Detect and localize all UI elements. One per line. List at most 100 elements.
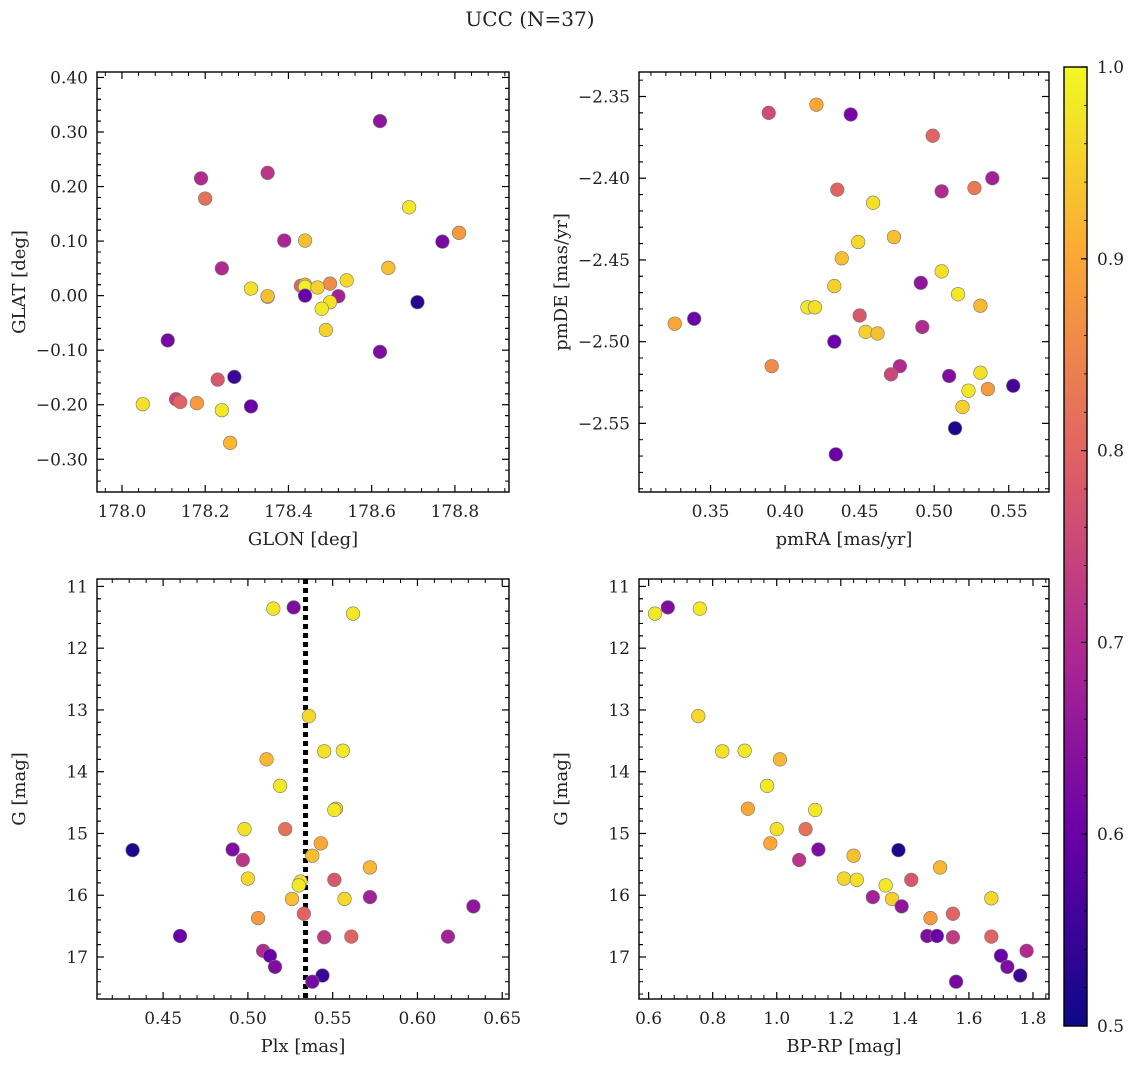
axes-frame (96, 71, 510, 493)
colorbar-tick-label: 0.7 (1097, 633, 1124, 653)
scatter-point (189, 395, 204, 411)
scatter-point (687, 311, 702, 326)
scatter-point (160, 333, 175, 348)
scatter-point (973, 365, 988, 380)
colorbar-tick-label: 0.6 (1097, 825, 1124, 845)
panel-3: 0.45 0.50 0.55 0.60 0.65 11 12 13 14 15 16 17 Plx [m… (9, 577, 521, 1057)
scatter-point (667, 316, 682, 331)
scatter-point (894, 899, 909, 914)
axes-frame (638, 71, 1050, 493)
scatter-point (172, 928, 188, 944)
scatter-point (250, 910, 266, 926)
scatter-point (807, 300, 823, 315)
scatter-point (792, 852, 807, 868)
scatter-point (945, 906, 961, 921)
x-tick-label: 0.60 (399, 1009, 437, 1029)
scatter-point (259, 752, 274, 767)
scatter-point (950, 287, 966, 302)
scatter-point (763, 836, 778, 851)
scatter-point (892, 359, 908, 374)
scatter-point (1006, 378, 1021, 393)
scatter-point (198, 191, 213, 206)
y-tick-label: −2.50 (578, 333, 630, 353)
scatter-point (317, 930, 332, 945)
scatter-point (260, 289, 275, 304)
scatter-point (808, 802, 823, 818)
scatter-point (214, 261, 229, 276)
scatter-point (878, 878, 893, 893)
y-axis-label: G [mag] (551, 752, 572, 825)
x-tick-label: 0.45 (841, 502, 879, 522)
colorbar-tick-label: 0.9 (1097, 250, 1124, 270)
scatter-point (344, 929, 359, 944)
scatter-point (173, 394, 188, 410)
x-tick-label: 1.6 (955, 1009, 982, 1029)
scatter-point (227, 369, 242, 385)
y-axis-label: GLAT [deg] (9, 230, 30, 334)
scatter-point (297, 288, 313, 303)
scatter-point (984, 891, 999, 906)
x-tick-label: 178.2 (181, 502, 230, 522)
scatter-point (435, 234, 450, 249)
y-tick-label: −2.45 (578, 251, 630, 271)
y-tick-label: 0.40 (50, 68, 88, 88)
scatter-point (235, 852, 250, 868)
y-tick-label: 17 (66, 948, 88, 968)
scatter-point (1019, 943, 1034, 958)
scatter-point (313, 836, 328, 851)
y-tick-label: 15 (66, 824, 88, 844)
y-tick-label: 17 (608, 948, 630, 968)
scatter-point (849, 872, 864, 887)
scatter-point (891, 843, 906, 858)
y-tick-label: 11 (66, 577, 88, 597)
y-tick-label: −2.35 (578, 88, 630, 108)
scatter-point (760, 778, 775, 794)
y-tick-label: 13 (608, 701, 630, 721)
y-tick-label: 16 (66, 886, 88, 906)
scatter-point (967, 180, 982, 196)
scatter-point (345, 606, 361, 621)
x-tick-label: 1.0 (763, 1009, 790, 1029)
scatter-point (277, 233, 292, 248)
scatter-point (945, 930, 961, 945)
scatter-point (827, 278, 842, 294)
panel-1: 178.0 178.2 178.4 178.6 178.8 −0.30 −0.20 −0.10… (9, 68, 510, 550)
scatter-point (466, 899, 481, 914)
colorbar-tick-label: 1.0 (1097, 58, 1124, 78)
y-tick-label: 0.10 (50, 232, 88, 252)
scatter-point (297, 233, 313, 248)
x-tick-label: 0.65 (483, 1009, 521, 1029)
colorbar: 0.5 0.6 0.7 0.8 0.9 1.0 (1063, 58, 1124, 1037)
scatter-point (904, 872, 919, 887)
scatter-point (296, 906, 311, 921)
scatter-point (125, 843, 140, 858)
y-tick-label: −2.40 (578, 169, 630, 189)
scatter-point (865, 889, 880, 905)
colorbar-tick-label: 0.5 (1097, 1017, 1124, 1037)
x-axis-label: GLON [deg] (248, 529, 358, 550)
x-axis-label: pmRA [mas/yr] (776, 529, 913, 550)
scatter-point (828, 447, 843, 462)
x-tick-label: 1.2 (827, 1009, 854, 1029)
scatter-point (929, 928, 944, 944)
scatter-point (372, 344, 388, 359)
y-tick-label: 0.30 (50, 123, 88, 143)
scatter-point (934, 184, 949, 199)
scatter-point (884, 891, 900, 907)
x-tick-label: 0.55 (990, 502, 1028, 522)
scatter-point (1000, 959, 1015, 974)
scatter-point (985, 171, 1000, 186)
panel-4: 0.6 0.8 1.0 1.2 1.4 1.6 1.8 11 12 13 14 15 16 17 BP-RP… (551, 577, 1050, 1057)
scatter-point (214, 403, 229, 418)
x-tick-label: 0.40 (766, 502, 804, 522)
y-tick-label: 12 (66, 639, 88, 659)
scatter-point (932, 860, 948, 875)
scatter-point (993, 948, 1009, 963)
y-tick-label: 0.00 (50, 287, 88, 307)
x-tick-label: 178.8 (431, 502, 480, 522)
scatter-point (372, 113, 388, 129)
y-tick-label: 14 (66, 763, 88, 783)
scatter-point (973, 298, 988, 313)
y-tick-label: 16 (608, 886, 630, 906)
x-tick-label: 0.50 (915, 502, 953, 522)
